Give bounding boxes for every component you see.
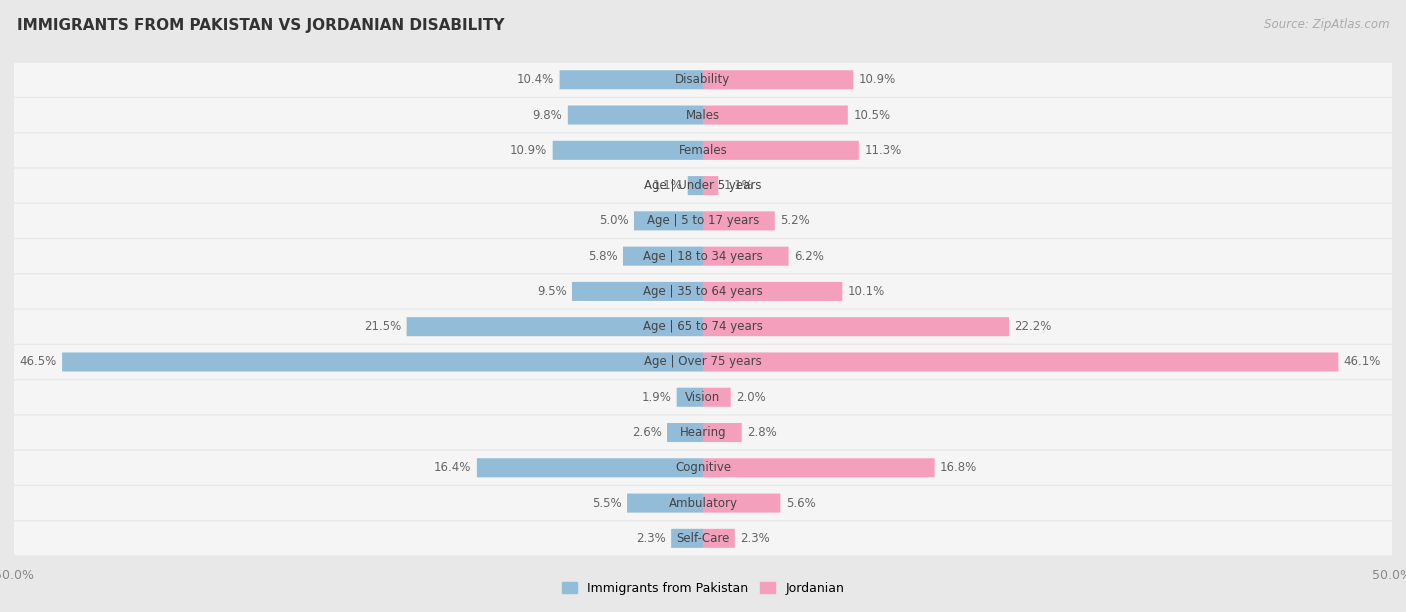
Text: 9.8%: 9.8% — [533, 108, 562, 122]
Text: 1.1%: 1.1% — [724, 179, 754, 192]
FancyBboxPatch shape — [14, 98, 1392, 132]
Text: 5.0%: 5.0% — [599, 214, 628, 228]
Text: 2.6%: 2.6% — [631, 426, 662, 439]
Text: Males: Males — [686, 108, 720, 122]
Text: Age | Over 75 years: Age | Over 75 years — [644, 356, 762, 368]
FancyBboxPatch shape — [560, 70, 703, 89]
FancyBboxPatch shape — [14, 275, 1392, 308]
FancyBboxPatch shape — [14, 486, 1392, 520]
Text: 1.9%: 1.9% — [641, 390, 671, 404]
Text: 21.5%: 21.5% — [364, 320, 401, 333]
FancyBboxPatch shape — [703, 141, 859, 160]
FancyBboxPatch shape — [688, 176, 703, 195]
FancyBboxPatch shape — [14, 380, 1392, 414]
Text: 11.3%: 11.3% — [865, 144, 901, 157]
FancyBboxPatch shape — [14, 133, 1392, 167]
FancyBboxPatch shape — [14, 169, 1392, 203]
Text: Females: Females — [679, 144, 727, 157]
FancyBboxPatch shape — [671, 529, 703, 548]
FancyBboxPatch shape — [623, 247, 703, 266]
FancyBboxPatch shape — [703, 70, 853, 89]
FancyBboxPatch shape — [666, 423, 703, 442]
FancyBboxPatch shape — [14, 451, 1392, 485]
FancyBboxPatch shape — [627, 493, 703, 513]
Text: 5.8%: 5.8% — [588, 250, 617, 263]
FancyBboxPatch shape — [14, 204, 1392, 238]
Text: Age | 18 to 34 years: Age | 18 to 34 years — [643, 250, 763, 263]
Text: Age | 5 to 17 years: Age | 5 to 17 years — [647, 214, 759, 228]
Text: 9.5%: 9.5% — [537, 285, 567, 298]
FancyBboxPatch shape — [406, 317, 703, 336]
FancyBboxPatch shape — [703, 282, 842, 301]
Text: Age | 65 to 74 years: Age | 65 to 74 years — [643, 320, 763, 333]
FancyBboxPatch shape — [14, 310, 1392, 343]
FancyBboxPatch shape — [703, 493, 780, 513]
FancyBboxPatch shape — [703, 211, 775, 230]
Text: Self-Care: Self-Care — [676, 532, 730, 545]
FancyBboxPatch shape — [703, 458, 935, 477]
FancyBboxPatch shape — [703, 529, 735, 548]
Text: 2.3%: 2.3% — [740, 532, 770, 545]
Text: 16.8%: 16.8% — [941, 461, 977, 474]
Text: Ambulatory: Ambulatory — [668, 496, 738, 510]
FancyBboxPatch shape — [703, 423, 742, 442]
Text: 10.4%: 10.4% — [517, 73, 554, 86]
Text: 1.1%: 1.1% — [652, 179, 682, 192]
Text: 10.9%: 10.9% — [510, 144, 547, 157]
FancyBboxPatch shape — [676, 388, 703, 407]
FancyBboxPatch shape — [62, 353, 703, 371]
Text: 10.9%: 10.9% — [859, 73, 896, 86]
FancyBboxPatch shape — [568, 105, 703, 125]
Text: 5.5%: 5.5% — [592, 496, 621, 510]
Text: 16.4%: 16.4% — [434, 461, 471, 474]
Text: 2.8%: 2.8% — [747, 426, 778, 439]
Text: 2.0%: 2.0% — [737, 390, 766, 404]
FancyBboxPatch shape — [14, 416, 1392, 449]
Text: Cognitive: Cognitive — [675, 461, 731, 474]
Text: Age | 35 to 64 years: Age | 35 to 64 years — [643, 285, 763, 298]
Text: 2.3%: 2.3% — [636, 532, 666, 545]
Text: 6.2%: 6.2% — [794, 250, 824, 263]
Text: 46.1%: 46.1% — [1344, 356, 1381, 368]
Text: 10.5%: 10.5% — [853, 108, 890, 122]
Text: Source: ZipAtlas.com: Source: ZipAtlas.com — [1264, 18, 1389, 31]
FancyBboxPatch shape — [14, 63, 1392, 97]
Text: 46.5%: 46.5% — [20, 356, 56, 368]
FancyBboxPatch shape — [572, 282, 703, 301]
FancyBboxPatch shape — [703, 353, 1339, 371]
Text: Age | Under 5 years: Age | Under 5 years — [644, 179, 762, 192]
FancyBboxPatch shape — [703, 105, 848, 125]
FancyBboxPatch shape — [703, 317, 1010, 336]
FancyBboxPatch shape — [14, 521, 1392, 555]
Text: 5.2%: 5.2% — [780, 214, 810, 228]
FancyBboxPatch shape — [14, 239, 1392, 273]
Text: 10.1%: 10.1% — [848, 285, 884, 298]
Text: 5.6%: 5.6% — [786, 496, 815, 510]
FancyBboxPatch shape — [703, 247, 789, 266]
FancyBboxPatch shape — [553, 141, 703, 160]
Text: Hearing: Hearing — [679, 426, 727, 439]
Text: 22.2%: 22.2% — [1014, 320, 1052, 333]
Text: Disability: Disability — [675, 73, 731, 86]
FancyBboxPatch shape — [703, 176, 718, 195]
Legend: Immigrants from Pakistan, Jordanian: Immigrants from Pakistan, Jordanian — [557, 577, 849, 600]
FancyBboxPatch shape — [14, 345, 1392, 379]
FancyBboxPatch shape — [634, 211, 703, 230]
FancyBboxPatch shape — [703, 388, 731, 407]
FancyBboxPatch shape — [477, 458, 703, 477]
Text: IMMIGRANTS FROM PAKISTAN VS JORDANIAN DISABILITY: IMMIGRANTS FROM PAKISTAN VS JORDANIAN DI… — [17, 18, 505, 34]
Text: Vision: Vision — [685, 390, 721, 404]
